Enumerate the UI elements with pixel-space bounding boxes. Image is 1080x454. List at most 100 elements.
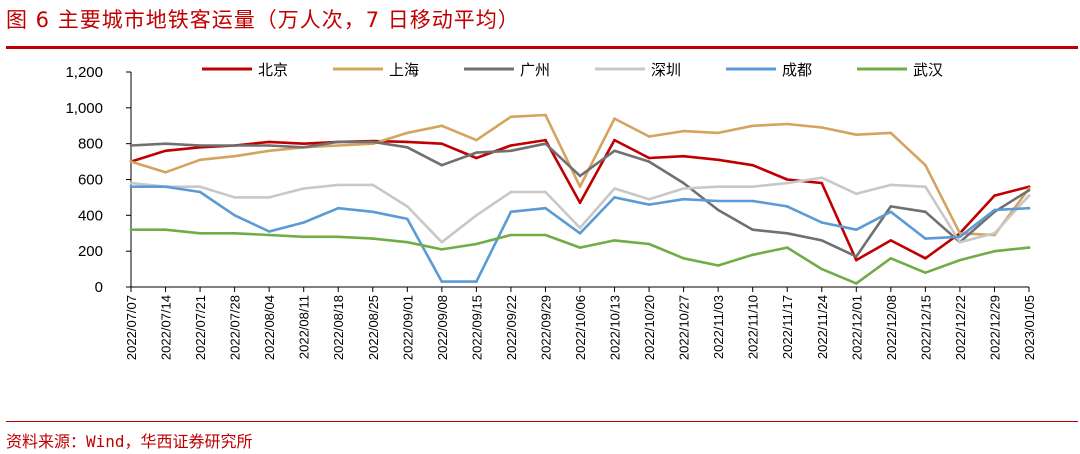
- legend-label: 成都: [782, 61, 812, 79]
- data-point: [164, 185, 167, 188]
- y-tick-label: 400: [78, 207, 103, 224]
- x-tick-label: 2022/07/14: [159, 295, 174, 360]
- data-point: [198, 158, 202, 162]
- x-axis: 2022/07/07 2022/07/14 2022/07/21 2022/07/28…: [124, 286, 1037, 360]
- data-point: [336, 144, 340, 147]
- data-point: [924, 237, 927, 240]
- data-point: [1027, 206, 1031, 210]
- data-point: [682, 187, 685, 190]
- series-line: [129, 228, 1031, 285]
- legend-label: 武汉: [913, 61, 943, 79]
- x-tick-label: 2022/09/29: [538, 295, 553, 360]
- data-point: [682, 129, 685, 133]
- data-point: [785, 232, 789, 235]
- data-point: [544, 113, 547, 117]
- data-point: [544, 142, 547, 145]
- x-tick-label: 2022/09/22: [504, 295, 519, 360]
- x-tick-label: 2022/12/29: [987, 295, 1002, 360]
- x-tick-label: 2022/12/08: [884, 295, 899, 360]
- x-tick-label: 2023/01/05: [1022, 295, 1037, 360]
- x-tick-label: 2022/09/08: [435, 295, 450, 360]
- data-point: [475, 242, 478, 246]
- data-point: [198, 144, 202, 147]
- data-point: [440, 280, 444, 283]
- legend-item: 上海: [333, 61, 419, 79]
- data-point: [647, 135, 651, 138]
- series-5: [129, 228, 1031, 285]
- data-point: [440, 240, 444, 244]
- data-point: [682, 257, 685, 260]
- data-point: [889, 257, 893, 260]
- data-point: [509, 210, 513, 214]
- data-point: [647, 203, 651, 206]
- data-point: [129, 228, 133, 231]
- data-point: [751, 253, 754, 257]
- data-point: [164, 228, 167, 231]
- footer-divider: [6, 421, 1078, 422]
- data-point: [129, 144, 133, 147]
- data-point: [509, 190, 513, 194]
- data-point: [406, 140, 409, 144]
- data-point: [302, 187, 306, 190]
- data-point: [855, 192, 858, 196]
- data-point: [613, 187, 616, 190]
- legend-item: 广州: [464, 61, 550, 79]
- data-point: [578, 226, 582, 230]
- data-point: [924, 163, 927, 167]
- series-layer: [129, 113, 1031, 285]
- data-point: [785, 246, 789, 249]
- data-point: [371, 183, 375, 187]
- data-point: [440, 248, 444, 251]
- data-point: [889, 239, 893, 242]
- data-point: [924, 257, 927, 260]
- data-point: [993, 249, 996, 253]
- data-point: [440, 124, 444, 128]
- data-point: [509, 149, 513, 153]
- y-tick-label: 1,000: [65, 100, 103, 117]
- data-point: [785, 122, 789, 126]
- data-point: [406, 217, 409, 221]
- data-point: [198, 185, 202, 188]
- data-point: [820, 176, 824, 179]
- data-point: [406, 205, 409, 208]
- data-point: [647, 242, 651, 246]
- x-tick-label: 2022/07/28: [228, 295, 243, 360]
- data-point: [1027, 194, 1031, 197]
- data-point: [785, 205, 789, 208]
- data-point: [785, 178, 789, 181]
- data-point: [958, 258, 962, 262]
- data-point: [751, 124, 754, 128]
- y-tick-label: 200: [78, 243, 103, 260]
- data-point: [855, 258, 858, 262]
- series-4: [129, 185, 1031, 283]
- data-point: [302, 235, 306, 239]
- x-tick-label: 2022/11/03: [711, 295, 726, 359]
- data-point: [164, 149, 167, 153]
- data-point: [613, 149, 616, 153]
- data-point: [406, 146, 409, 149]
- data-point: [578, 174, 582, 178]
- data-point: [785, 181, 789, 185]
- data-point: [751, 185, 754, 188]
- y-tick-label: 600: [78, 172, 103, 189]
- data-point: [406, 240, 409, 244]
- data-point: [233, 232, 236, 235]
- data-point: [129, 185, 133, 188]
- series-1: [129, 113, 1031, 237]
- data-point: [336, 140, 340, 144]
- x-tick-label: 2022/12/22: [953, 295, 968, 360]
- source-note: 资料来源：Wind，华西证券研究所: [6, 432, 253, 451]
- data-point: [855, 133, 858, 136]
- data-point: [544, 190, 547, 194]
- legend-label: 深圳: [651, 61, 681, 79]
- data-point: [682, 154, 685, 158]
- x-tick-label: 2022/10/06: [573, 295, 588, 360]
- data-point: [198, 190, 202, 194]
- data-point: [129, 160, 133, 163]
- data-point: [958, 232, 962, 235]
- x-tick-label: 2022/09/01: [400, 295, 415, 360]
- data-point: [751, 228, 754, 231]
- data-point: [475, 151, 478, 154]
- data-point: [440, 142, 444, 145]
